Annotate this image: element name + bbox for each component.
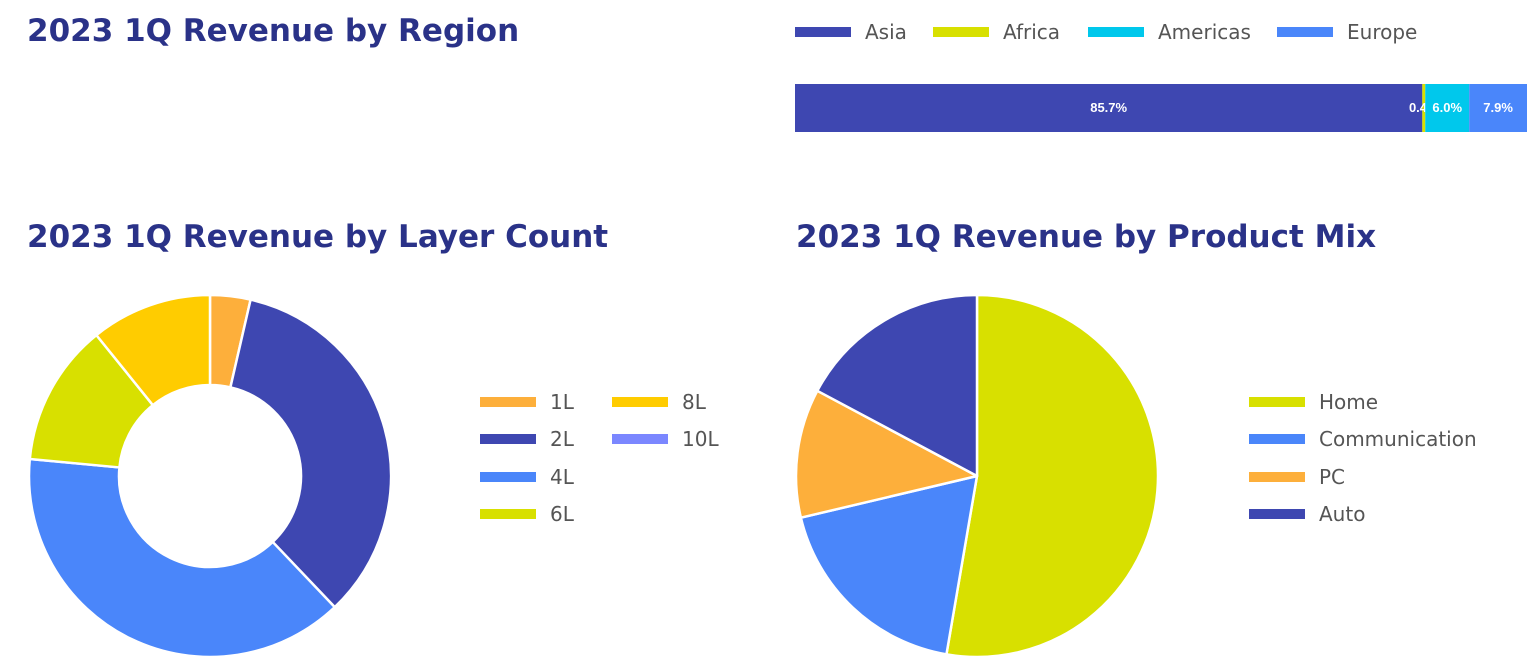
- layer-slice-4l[interactable]: [27, 457, 336, 659]
- region-bar-segment-americas[interactable]: [1425, 84, 1470, 132]
- legend-swatch-asia: [795, 27, 851, 37]
- legend-item-2l[interactable]: 2L: [480, 427, 574, 451]
- legend-label-4l: 4L: [550, 465, 574, 489]
- legend-swatch-pc: [1249, 472, 1305, 482]
- product-slice-pc[interactable]: [794, 389, 979, 519]
- legend-item-home[interactable]: Home: [1249, 390, 1378, 414]
- product-pie-chart: [794, 293, 1160, 659]
- legend-item-8l[interactable]: 8L: [612, 390, 706, 414]
- product-slice-home[interactable]: [945, 293, 1160, 659]
- product-chart-title: 2023 1Q Revenue by Product Mix: [796, 219, 1377, 255]
- legend-label-communication: Communication: [1319, 427, 1477, 451]
- legend-label-6l: 6L: [550, 502, 574, 526]
- legend-swatch-2l: [480, 434, 536, 444]
- region-bar-segment-africa[interactable]: [1422, 84, 1426, 132]
- legend-item-pc[interactable]: PC: [1249, 465, 1345, 489]
- legend-swatch-6l: [480, 509, 536, 519]
- legend-swatch-10l: [612, 434, 668, 444]
- legend-item-auto[interactable]: Auto: [1249, 502, 1365, 526]
- legend-label-8l: 8L: [682, 390, 706, 414]
- legend-item-1l[interactable]: 1L: [480, 390, 574, 414]
- region-bar-segment-asia[interactable]: [795, 84, 1423, 132]
- legend-label-africa: Africa: [1003, 20, 1061, 44]
- legend-item-10l[interactable]: 10L: [612, 427, 719, 451]
- region-bar-label-asia: 85.7%: [1090, 100, 1127, 115]
- region-bar-label-europe: 7.9%: [1483, 100, 1513, 115]
- region-bar-segment-europe[interactable]: [1469, 84, 1527, 132]
- legend-item-asia[interactable]: Asia: [795, 20, 907, 44]
- legend-swatch-4l: [480, 472, 536, 482]
- layer-slice-2l[interactable]: [229, 298, 393, 609]
- legend-item-communication[interactable]: Communication: [1249, 427, 1477, 451]
- layer-donut-chart: [27, 293, 393, 659]
- legend-item-4l[interactable]: 4L: [480, 465, 574, 489]
- legend-label-10l: 10L: [682, 427, 719, 451]
- product-slice-auto[interactable]: [816, 293, 979, 478]
- legend-label-asia: Asia: [865, 20, 907, 44]
- legend-swatch-auto: [1249, 509, 1305, 519]
- layer-chart-title: 2023 1Q Revenue by Layer Count: [27, 219, 609, 255]
- legend-item-americas[interactable]: Americas: [1088, 20, 1251, 44]
- legend-label-pc: PC: [1319, 465, 1346, 489]
- legend-swatch-americas: [1088, 27, 1144, 37]
- region-chart-title: 2023 1Q Revenue by Region: [27, 13, 520, 49]
- legend-item-europe[interactable]: Europe: [1277, 20, 1417, 44]
- legend-item-africa[interactable]: Africa: [933, 20, 1060, 44]
- legend-item-6l[interactable]: 6L: [480, 502, 574, 526]
- legend-label-2l: 2L: [550, 427, 574, 451]
- legend-swatch-africa: [933, 27, 989, 37]
- legend-swatch-8l: [612, 397, 668, 407]
- legend-swatch-1l: [480, 397, 536, 407]
- legend-swatch-communication: [1249, 434, 1305, 444]
- legend-label-europe: Europe: [1347, 20, 1418, 44]
- legend-label-home: Home: [1319, 390, 1379, 414]
- legend-label-americas: Americas: [1158, 20, 1251, 44]
- legend-label-1l: 1L: [550, 390, 574, 414]
- region-stacked-bar: 85.7% 0.4%6.0% 7.9%: [795, 84, 1527, 132]
- legend-swatch-europe: [1277, 27, 1333, 37]
- layer-slice-8l[interactable]: [95, 293, 212, 407]
- legend-swatch-home: [1249, 397, 1305, 407]
- product-slice-communication[interactable]: [799, 474, 979, 656]
- legend-label-auto: Auto: [1319, 502, 1366, 526]
- region-bar-label-americas: 6.0%: [1432, 100, 1462, 115]
